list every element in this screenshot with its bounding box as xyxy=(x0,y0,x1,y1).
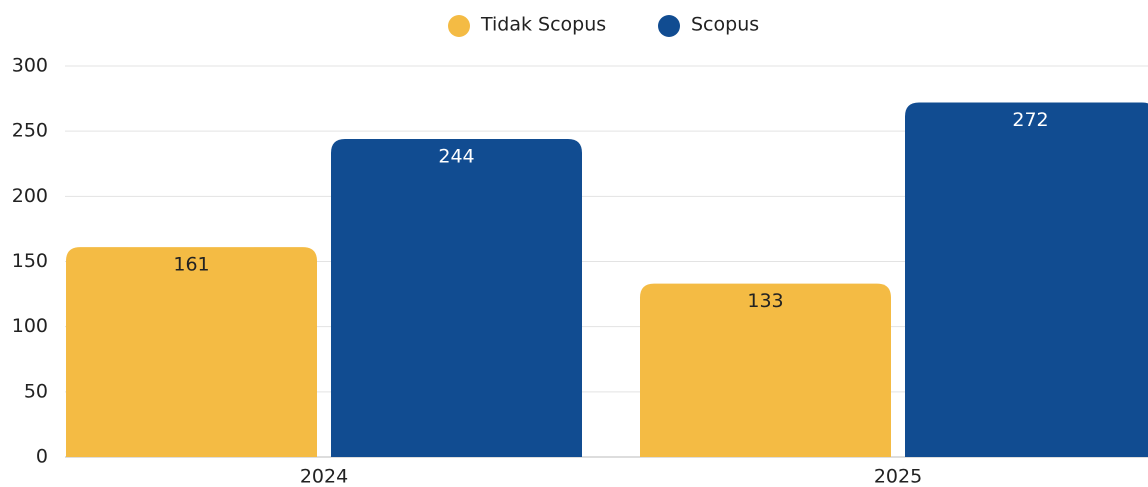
y-tick-label: 250 xyxy=(12,120,48,142)
data-label: 161 xyxy=(173,254,209,276)
legend-label: Scopus xyxy=(691,14,759,36)
bar xyxy=(66,247,317,457)
y-tick-label: 200 xyxy=(12,185,48,207)
legend-swatch xyxy=(658,15,680,37)
bar xyxy=(905,102,1148,457)
legend-label: Tidak Scopus xyxy=(480,14,606,36)
bar xyxy=(640,283,891,457)
y-tick-label: 0 xyxy=(36,446,48,468)
y-tick-label: 150 xyxy=(12,250,48,272)
data-label: 272 xyxy=(1012,109,1048,131)
y-tick-label: 300 xyxy=(12,55,48,77)
x-tick-label: 2025 xyxy=(874,466,922,487)
legend-swatch xyxy=(448,15,470,37)
data-label: 244 xyxy=(438,145,474,167)
data-label: 133 xyxy=(747,290,783,312)
y-tick-label: 50 xyxy=(24,380,48,402)
bar xyxy=(331,138,582,457)
x-tick-label: 2024 xyxy=(300,466,348,487)
y-tick-label: 100 xyxy=(12,315,48,337)
